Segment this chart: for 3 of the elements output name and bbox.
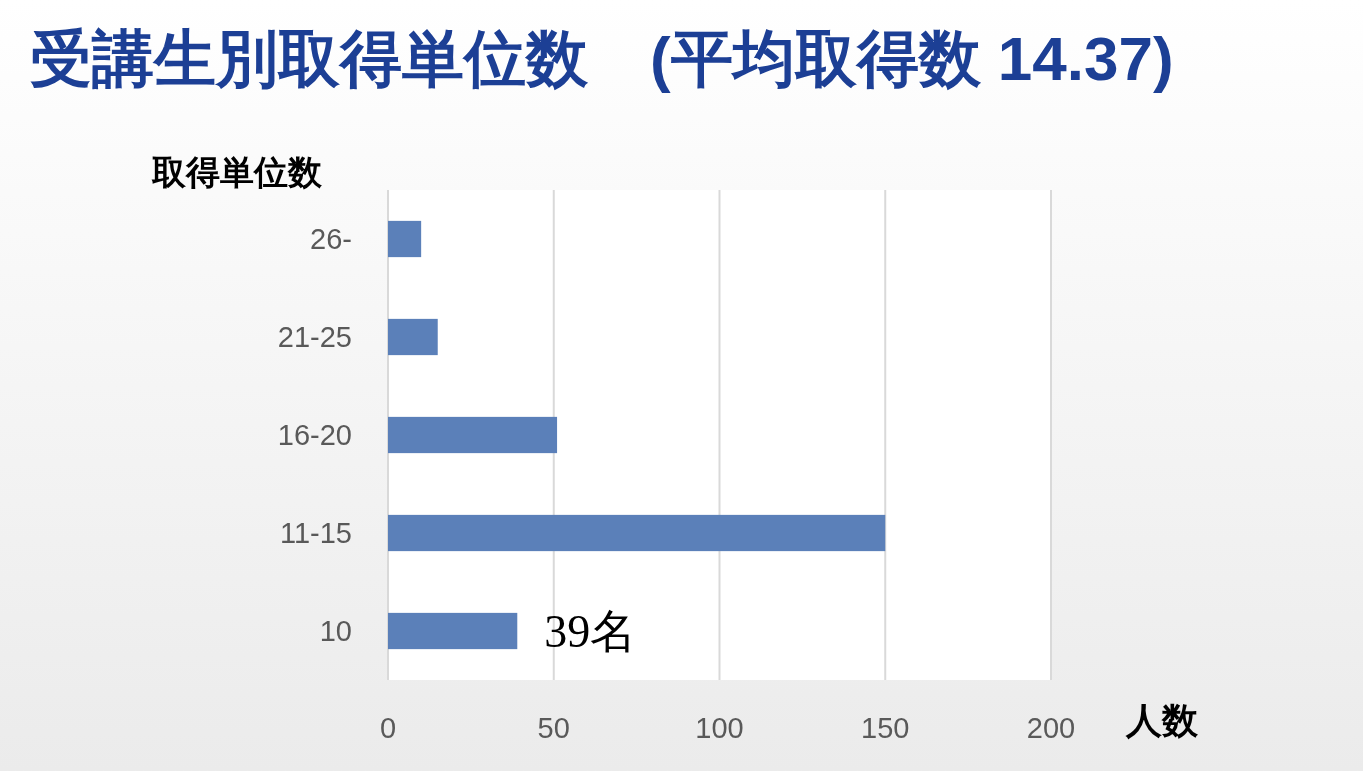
title: 受講生別取得単位数 (平均取得数 14.37) [30, 23, 1174, 93]
xlabel: 人数 [1126, 699, 1198, 741]
ylabel: 取得単位数 [152, 153, 322, 191]
